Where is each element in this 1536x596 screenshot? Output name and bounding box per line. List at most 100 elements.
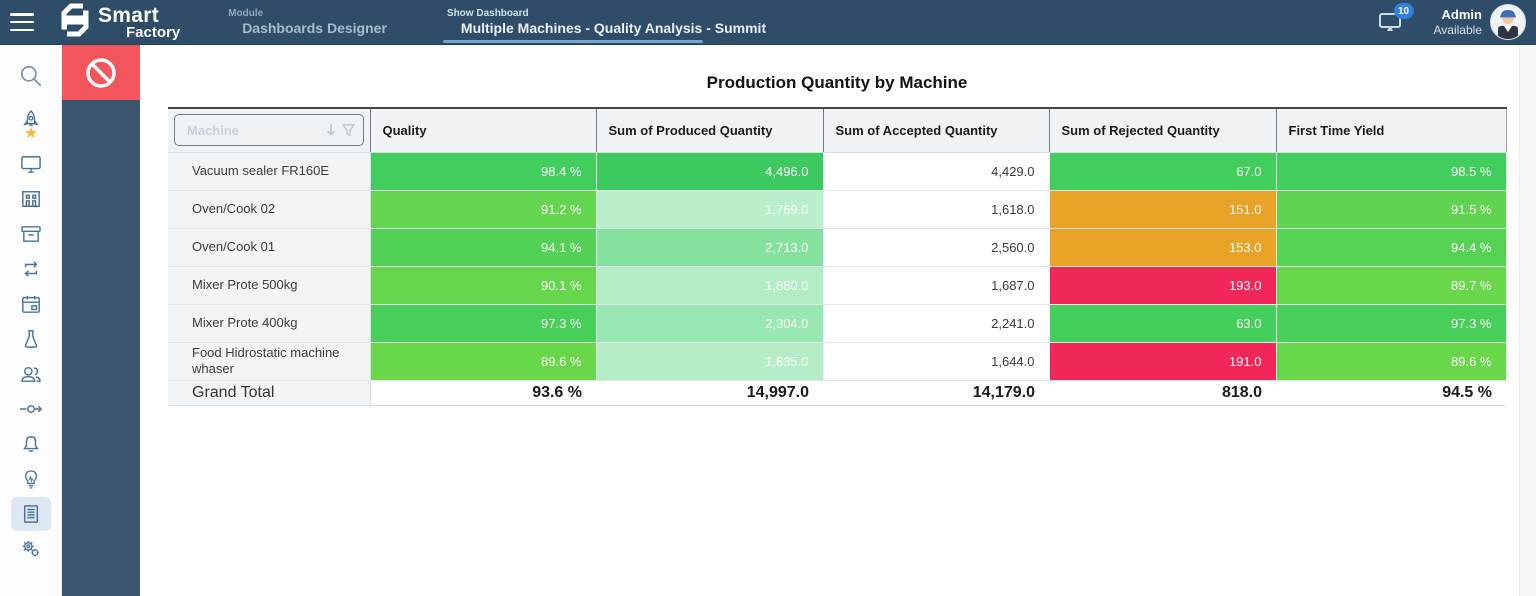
- rocket-favorite-icon[interactable]: [11, 102, 51, 146]
- fty-cell: 98.5 %: [1276, 152, 1506, 190]
- user-name: Admin: [1434, 7, 1482, 23]
- machine-filter-button[interactable]: Machine: [174, 114, 364, 146]
- users-icon[interactable]: [11, 357, 51, 391]
- page-title: Production Quantity by Machine: [168, 73, 1506, 93]
- prohibition-icon: [83, 55, 119, 91]
- filter-funnel-icon[interactable]: [342, 124, 355, 137]
- produced-cell: 1,835.0: [596, 342, 823, 380]
- rejected-cell: 193.0: [1049, 266, 1276, 304]
- grand-total-rejected: 818.0: [1049, 380, 1276, 405]
- scrollbar-track[interactable]: [1519, 45, 1536, 596]
- search-icon[interactable]: [11, 59, 51, 93]
- monitor-icon[interactable]: [11, 147, 51, 181]
- logo-text: Smart Factory: [98, 5, 180, 40]
- machine-cell: Mixer Prote 400kg: [168, 304, 370, 342]
- dashboard-content: Production Quantity by Machine Machine Q…: [140, 45, 1536, 596]
- rejected-cell: 67.0: [1049, 152, 1276, 190]
- machine-cell: Oven/Cook 02: [168, 190, 370, 228]
- quality-cell: 90.1 %: [370, 266, 596, 304]
- logs-document-icon[interactable]: [11, 497, 51, 531]
- produced-cell: 2,713.0: [596, 228, 823, 266]
- rejected-cell: 63.0: [1049, 304, 1276, 342]
- fty-cell: 94.4 %: [1276, 228, 1506, 266]
- machine-cell: Vacuum sealer FR160E: [168, 152, 370, 190]
- fty-cell: 97.3 %: [1276, 304, 1506, 342]
- quality-cell: 89.6 %: [370, 342, 596, 380]
- topbar-right: 10 Admin Available: [1378, 4, 1526, 40]
- grand-total-accepted: 14,179.0: [823, 380, 1049, 405]
- fty-cell: 91.5 %: [1276, 190, 1506, 228]
- machine-cell: Mixer Prote 500kg: [168, 266, 370, 304]
- notifications-button[interactable]: 10: [1378, 7, 1408, 37]
- notification-count-badge: 10: [1394, 3, 1414, 19]
- machine-cell: Food Hidrostatic machine whaser: [168, 342, 370, 380]
- accepted-cell: 2,241.0: [823, 304, 1049, 342]
- grand-total-fty: 94.5 %: [1276, 380, 1506, 405]
- table-header-row: Machine Quality Sum of Produced Quantity…: [168, 108, 1506, 152]
- repeat-icon[interactable]: [11, 252, 51, 286]
- quality-cell: 98.4 %: [370, 152, 596, 190]
- accepted-cell: 1,644.0: [823, 342, 1049, 380]
- table-body: Vacuum sealer FR160E 98.4 % 4,496.0 4,42…: [168, 152, 1506, 380]
- grand-total-label: Grand Total: [168, 380, 370, 405]
- user-info[interactable]: Admin Available: [1434, 7, 1482, 37]
- show-dashboard-label: Show Dashboard: [447, 8, 766, 21]
- sort-arrow-icon[interactable]: [325, 123, 337, 137]
- grand-total-quality: 93.6 %: [370, 380, 596, 405]
- fty-cell: 89.7 %: [1276, 266, 1506, 304]
- bulb-icon[interactable]: [11, 462, 51, 496]
- produced-cell: 2,304.0: [596, 304, 823, 342]
- fty-header[interactable]: First Time Yield: [1276, 108, 1506, 152]
- produced-cell: 1,769.0: [596, 190, 823, 228]
- table-row: Mixer Prote 500kg 90.1 % 1,880.0 1,687.0…: [168, 266, 1506, 304]
- accepted-header[interactable]: Sum of Accepted Quantity: [823, 108, 1049, 152]
- machine-header-cell: Machine: [168, 108, 370, 152]
- table-row: Vacuum sealer FR160E 98.4 % 4,496.0 4,42…: [168, 152, 1506, 190]
- quality-cell: 91.2 %: [370, 190, 596, 228]
- rejected-header[interactable]: Sum of Rejected Quantity: [1049, 108, 1276, 152]
- avatar[interactable]: [1490, 4, 1526, 40]
- blocked-machines-tile[interactable]: [62, 45, 140, 100]
- machine-filter-icons: [325, 123, 355, 137]
- user-status: Available: [1434, 23, 1482, 37]
- archive-box-icon[interactable]: [11, 217, 51, 251]
- show-dashboard-breadcrumb[interactable]: Show Dashboard Multiple Machines - Quali…: [447, 0, 766, 45]
- factory-icon[interactable]: [11, 182, 51, 216]
- quality-header[interactable]: Quality: [370, 108, 596, 152]
- top-bar: Smart Factory Module Dashboards Designer…: [0, 0, 1536, 45]
- rejected-cell: 153.0: [1049, 228, 1276, 266]
- quality-cell: 94.1 %: [370, 228, 596, 266]
- produced-header[interactable]: Sum of Produced Quantity: [596, 108, 823, 152]
- bell-icon[interactable]: [11, 427, 51, 461]
- production-table: Machine Quality Sum of Produced Quantity…: [168, 107, 1507, 406]
- icon-sidebar: [0, 45, 62, 596]
- quality-cell: 97.3 %: [370, 304, 596, 342]
- rejected-cell: 151.0: [1049, 190, 1276, 228]
- table-row: Oven/Cook 02 91.2 % 1,769.0 1,618.0 151.…: [168, 190, 1506, 228]
- produced-cell: 1,880.0: [596, 266, 823, 304]
- produced-cell: 4,496.0: [596, 152, 823, 190]
- machine-filter-label: Machine: [187, 123, 325, 138]
- accepted-cell: 1,618.0: [823, 190, 1049, 228]
- grand-total-row: Grand Total 93.6 % 14,997.0 14,179.0 818…: [168, 380, 1506, 405]
- accepted-cell: 1,687.0: [823, 266, 1049, 304]
- rejected-cell: 191.0: [1049, 342, 1276, 380]
- show-dashboard-value[interactable]: Multiple Machines - Quality Analysis - S…: [447, 20, 766, 38]
- active-tab-underline: [443, 40, 703, 43]
- connector-icon[interactable]: [11, 392, 51, 426]
- secondary-sidebar: [62, 45, 140, 596]
- grand-total-produced: 14,997.0: [596, 380, 823, 405]
- accepted-cell: 2,560.0: [823, 228, 1049, 266]
- module-value[interactable]: Dashboards Designer: [228, 20, 387, 38]
- calendar-icon[interactable]: [11, 287, 51, 321]
- table-row: Mixer Prote 400kg 97.3 % 2,304.0 2,241.0…: [168, 304, 1506, 342]
- machine-cell: Oven/Cook 01: [168, 228, 370, 266]
- smart-factory-logo[interactable]: Smart Factory: [56, 1, 180, 44]
- accepted-cell: 4,429.0: [823, 152, 1049, 190]
- module-breadcrumb[interactable]: Module Dashboards Designer: [228, 0, 387, 45]
- module-label: Module: [228, 8, 387, 21]
- menu-hamburger-icon[interactable]: [10, 13, 34, 31]
- table-row: Food Hidrostatic machine whaser 89.6 % 1…: [168, 342, 1506, 380]
- flask-icon[interactable]: [11, 322, 51, 356]
- settings-gears-icon[interactable]: [11, 532, 51, 566]
